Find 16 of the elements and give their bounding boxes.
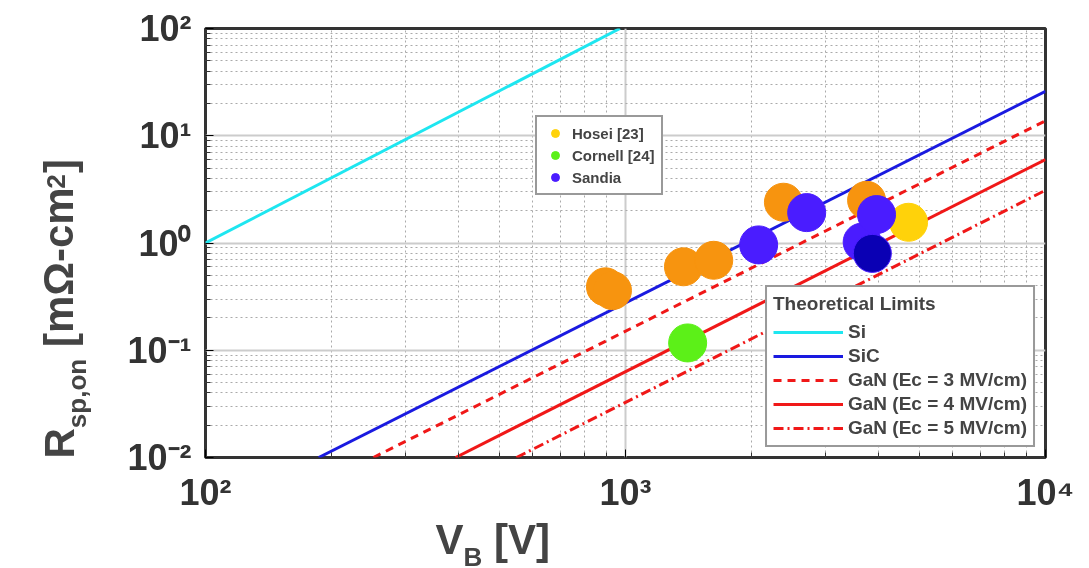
legend-label: GaN (Ec = 3 MV/cm): [848, 369, 1027, 391]
legend-label: GaN (Ec = 5 MV/cm): [848, 417, 1027, 439]
legend-label: SiC: [848, 345, 880, 367]
y-tick-label: 10¹: [139, 115, 192, 157]
legend-label: Si: [848, 321, 867, 343]
legend-label: Hosei [23]: [572, 124, 644, 142]
legend-label: Sandia: [572, 168, 622, 186]
legend-label: GaN (Ec = 4 MV/cm): [848, 393, 1027, 415]
y-tick-label: 10²: [139, 8, 192, 49]
y-tick-label: 10⁻¹: [127, 329, 192, 371]
y-tick-label: 10⁰: [138, 222, 192, 264]
x-tick-label: 10⁴: [1016, 471, 1075, 513]
y-axis-title: Rsp,on [mΩ-cm2]: [35, 159, 92, 459]
legend-label: Cornell [24]: [572, 146, 655, 164]
x-tick-label: 10³: [599, 471, 652, 513]
legend-title: Theoretical Limits: [773, 293, 937, 315]
